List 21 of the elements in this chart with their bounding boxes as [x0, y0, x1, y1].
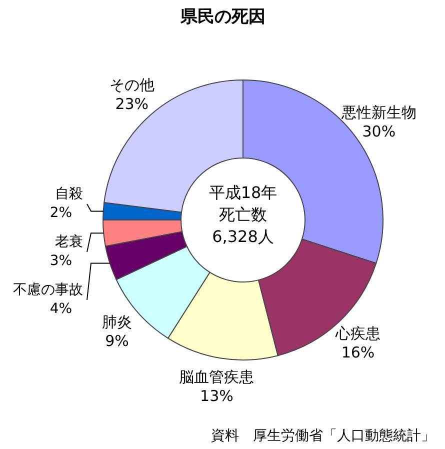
- data-label: 3%: [50, 253, 72, 269]
- data-label: 4%: [50, 301, 72, 317]
- slice-label: 脳血管疾患: [179, 368, 254, 386]
- slice-label: 悪性新生物: [340, 103, 416, 122]
- chart-title: 県民の死因: [180, 7, 266, 27]
- data-label: 9%: [105, 332, 129, 350]
- slice-label: 老衰: [55, 234, 83, 250]
- data-label: 30%: [362, 122, 396, 140]
- text: 資料 厚生労働省「人口動態統計」: [211, 428, 435, 444]
- slice-label: 自殺: [55, 186, 83, 202]
- data-label: 2%: [50, 205, 72, 221]
- data-label: 13%: [200, 386, 234, 405]
- data-label: 23%: [115, 94, 149, 113]
- data-label: 16%: [341, 343, 375, 362]
- slice-label: その他: [109, 76, 154, 94]
- slice-label: 肺炎: [102, 313, 132, 332]
- slice-label: 不慮の事故: [13, 282, 83, 298]
- text: 6,328人: [212, 227, 274, 246]
- slice-label: 心疾患: [334, 324, 381, 342]
- text: 死亡数: [219, 205, 267, 224]
- text: 平成18年: [208, 183, 278, 202]
